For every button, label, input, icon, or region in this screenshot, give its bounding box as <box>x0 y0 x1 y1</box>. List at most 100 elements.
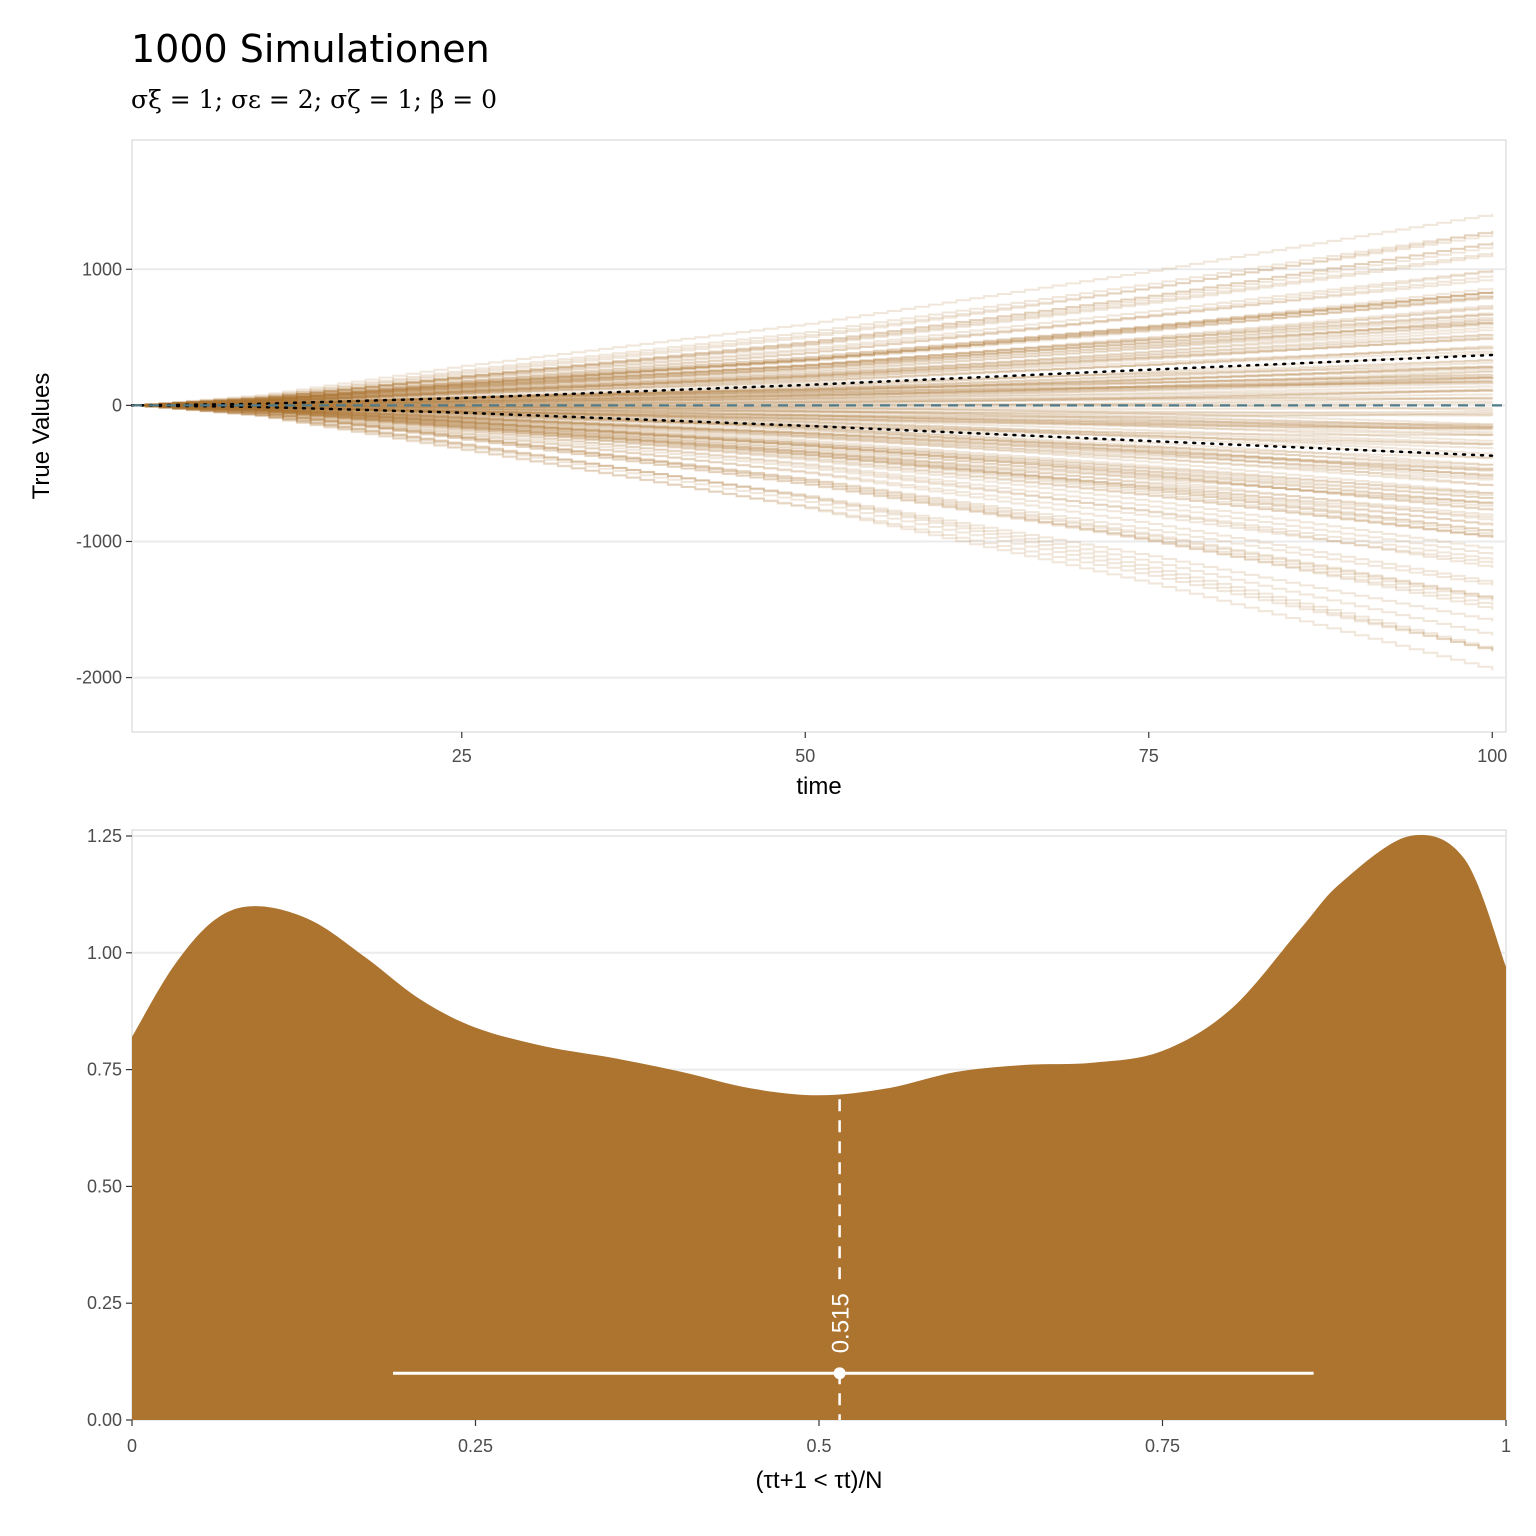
top-x-tick-label: 25 <box>452 746 472 766</box>
simulation-line <box>131 404 1494 555</box>
bottom-y-tick-label: 0.00 <box>87 1410 122 1430</box>
simulation-line <box>131 404 1494 610</box>
simulation-line <box>131 382 1494 407</box>
top-x-axis-title: time <box>796 773 841 800</box>
simulation-line <box>131 252 1494 407</box>
simulation-line <box>131 231 1494 407</box>
simulation-line <box>131 404 1494 466</box>
simulation-line <box>131 404 1494 417</box>
simulation-line <box>131 404 1494 445</box>
bottom-x-tick-label: 0.5 <box>806 1436 831 1456</box>
simulation-line <box>131 404 1494 564</box>
median-label-group: 0.515 <box>823 1279 856 1368</box>
simulation-line <box>131 318 1494 407</box>
simulation-line <box>131 404 1494 446</box>
simulation-line <box>131 404 1494 535</box>
simulation-line <box>131 404 1494 414</box>
simulation-line <box>131 337 1494 407</box>
simulation-line <box>131 370 1494 407</box>
simulation-line <box>131 336 1494 407</box>
bottom-y-tick-label: 0.75 <box>87 1060 122 1080</box>
bottom-y-tick-label: 1.00 <box>87 943 122 963</box>
bottom-x-tick-label: 0.75 <box>1145 1436 1180 1456</box>
simulation-line <box>131 316 1494 407</box>
simulation-line <box>131 404 1494 550</box>
simulation-line <box>131 404 1494 471</box>
simulation-line <box>131 304 1494 407</box>
simulation-line <box>131 404 1494 511</box>
simulation-line <box>131 366 1494 407</box>
simulation-line <box>131 377 1494 407</box>
simulation-line <box>131 404 1494 561</box>
bottom-x-ticks: 0 0.25 0.5 0.75 1 <box>127 1420 1511 1456</box>
simulation-line <box>131 404 1494 606</box>
simulation-line <box>131 306 1494 407</box>
simulation-line <box>131 270 1494 407</box>
simulation-line <box>131 404 1494 431</box>
bottom-x-tick-label: 0.25 <box>458 1436 493 1456</box>
simulation-line <box>131 329 1494 407</box>
bottom-x-axis-title: (τt+1 < τt)/N <box>756 1467 883 1494</box>
simulation-line <box>131 404 1494 518</box>
simulation-line <box>131 404 1494 472</box>
top-panel-background <box>131 139 1507 733</box>
simulation-line <box>131 404 1494 539</box>
simulation-line <box>131 404 1494 428</box>
simulation-line <box>131 404 1494 651</box>
top-y-tick-label: 1000 <box>82 259 122 279</box>
simulation-line <box>131 312 1494 407</box>
simulation-line <box>131 230 1494 407</box>
bottom-x-tick-label: 1 <box>1501 1436 1511 1456</box>
simulation-line <box>131 397 1493 407</box>
simulation-line <box>131 242 1494 407</box>
simulation-line <box>131 359 1494 407</box>
simulation-line <box>131 404 1494 622</box>
simulation-line <box>131 404 1494 504</box>
simulation-line <box>131 377 1494 407</box>
simulation-line <box>131 370 1494 407</box>
simulation-line <box>131 297 1494 407</box>
bottom-x-tick-label: 0 <box>127 1436 137 1456</box>
simulation-line <box>131 385 1494 407</box>
chart-subtitle: σξ = 1; σε = 2; σζ = 1; β = 0 <box>131 85 497 114</box>
simulation-line <box>131 404 1494 436</box>
top-y-tick-label: 0 <box>112 395 122 415</box>
simulation-line <box>131 404 1494 427</box>
simulation-line <box>131 291 1494 407</box>
simulation-line <box>131 404 1494 459</box>
simulation-line <box>131 294 1494 407</box>
simulation-line <box>131 347 1494 407</box>
simulation-line <box>131 404 1494 671</box>
simulation-line <box>131 404 1494 497</box>
simulation-line <box>131 338 1494 407</box>
simulation-line <box>131 380 1494 407</box>
bottom-panel: 0.515 0 0.25 0.5 0.75 1 0.00 0.25 0.5 0 0.75 1.00… <box>87 826 1511 1494</box>
top-x-tick-label: 50 <box>795 746 815 766</box>
top-y-tick-label: -2000 <box>76 668 122 688</box>
simulation-line <box>131 404 1494 599</box>
bottom-y-tick-label: 0.25 <box>87 1293 122 1313</box>
density-area <box>132 834 1506 1420</box>
top-y-tick-label: -1000 <box>76 531 122 551</box>
simulation-line <box>131 334 1494 407</box>
simulation-line <box>131 404 1494 511</box>
top-y-axis-title: True Values <box>28 373 55 500</box>
bottom-y-ticks: 0.00 0.25 0.50 0.75 1.00 1.25 <box>87 826 132 1430</box>
simulation-line <box>131 404 1494 584</box>
simulation-line <box>131 275 1494 407</box>
top-x-tick-label: 100 <box>1477 746 1507 766</box>
simulation-line <box>131 404 1494 455</box>
top-x-ticks: 25 50 75 100 <box>452 732 1507 766</box>
simulation-line <box>131 404 1494 481</box>
simulation-line <box>131 313 1494 407</box>
simulation-line <box>131 404 1494 426</box>
simulation-line <box>131 404 1494 507</box>
simulation-line <box>131 404 1494 429</box>
simulation-line <box>131 404 1494 505</box>
simulation-line <box>131 404 1494 569</box>
simulation-line <box>131 404 1494 533</box>
top-panel: 25 50 75 100 -2000 -1000 0 1000 time True Valu… <box>28 139 1507 800</box>
simulation-line <box>131 278 1494 407</box>
simulation-line <box>131 404 1494 434</box>
